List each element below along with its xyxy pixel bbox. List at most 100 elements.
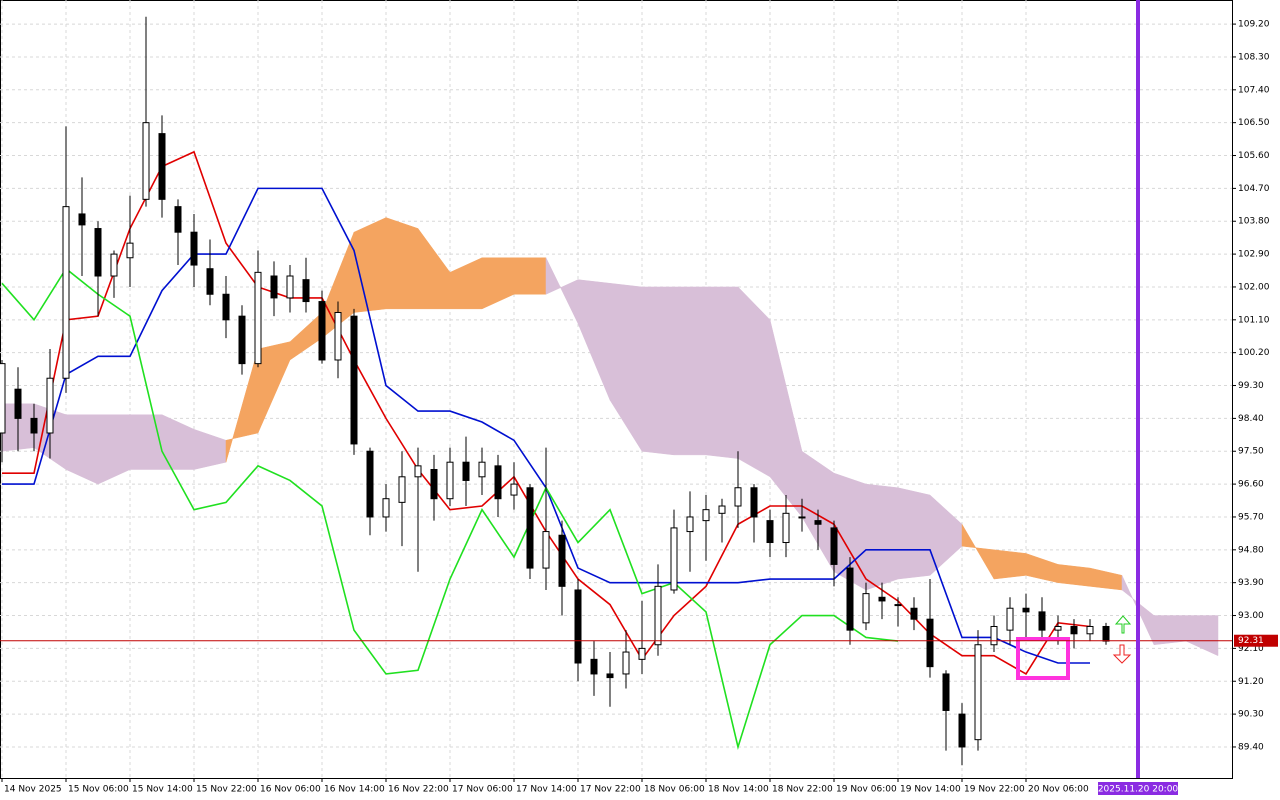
- x-tick-label: 17 Nov 14:00: [516, 785, 577, 795]
- y-tick-label: 107.40: [1238, 85, 1270, 95]
- candle-body: [158, 133, 166, 200]
- candle: [254, 250, 262, 368]
- candle-body: [350, 315, 358, 445]
- candle-body: [926, 618, 934, 668]
- candle: [142, 16, 150, 207]
- candle-body: [1038, 611, 1046, 631]
- candle-body: [62, 206, 70, 379]
- time-marker-label: 2025.11.20 20:00: [1098, 785, 1179, 795]
- cloud-segment: [865, 483, 899, 591]
- cloud-segment: [737, 286, 771, 478]
- candle-body: [1006, 607, 1014, 631]
- candle-body: [942, 673, 950, 711]
- candle: [398, 451, 406, 547]
- candle: [222, 276, 230, 339]
- candle-body: [814, 520, 822, 525]
- candle: [62, 126, 70, 393]
- candle-body: [382, 498, 390, 518]
- y-tick-label: 99.30: [1238, 381, 1264, 391]
- candle-body: [1022, 607, 1030, 613]
- cloud-segment: [673, 286, 707, 456]
- time-marker-tag: [1098, 782, 1178, 795]
- candle: [574, 579, 582, 682]
- candle-body: [638, 647, 646, 660]
- cloud-segment: [1057, 564, 1091, 587]
- candle: [494, 454, 502, 517]
- candle: [478, 447, 486, 496]
- cloud-segment: [1185, 615, 1219, 657]
- y-tick-label: 89.40: [1238, 742, 1264, 752]
- candle: [1086, 619, 1094, 642]
- x-tick-label: 17 Nov 06:00: [452, 785, 513, 795]
- candle-body: [46, 377, 54, 434]
- candle-body: [526, 487, 534, 569]
- candle-body: [830, 527, 838, 565]
- candle-body: [782, 512, 790, 544]
- y-tick-label: 103.80: [1238, 217, 1270, 227]
- candle-body: [846, 567, 854, 631]
- candle-body: [542, 531, 550, 569]
- candle-body: [894, 604, 902, 607]
- candle: [942, 670, 950, 751]
- candle-body: [270, 275, 278, 299]
- candle-body: [862, 593, 870, 624]
- candle: [190, 213, 198, 287]
- candle: [1038, 597, 1046, 642]
- x-tick-label: 15 Nov 14:00: [132, 785, 193, 795]
- candle-body: [238, 315, 246, 365]
- candle-body: [78, 213, 86, 226]
- candle-body: [766, 520, 774, 544]
- candle-body: [574, 589, 582, 664]
- candle-body: [414, 465, 422, 478]
- candle: [526, 484, 534, 580]
- candle: [670, 509, 678, 594]
- cloud-segment: [353, 217, 387, 313]
- candle: [334, 301, 342, 379]
- candle-body: [798, 516, 806, 519]
- cloud-segment: [897, 487, 931, 580]
- candle-body: [670, 527, 678, 591]
- candle: [1022, 593, 1030, 638]
- candles: [0, 16, 1110, 766]
- candle-body: [510, 483, 518, 496]
- x-tick-label: 18 Nov 06:00: [644, 785, 705, 795]
- y-tick-label: 92.10: [1238, 644, 1264, 654]
- candle: [814, 509, 822, 550]
- candle: [1102, 622, 1110, 645]
- candle-body: [494, 465, 502, 500]
- candle: [606, 652, 614, 707]
- x-tick-label: 18 Nov 22:00: [772, 785, 833, 795]
- candle: [782, 495, 790, 558]
- candle-body: [142, 122, 150, 200]
- x-tick-label: 16 Nov 14:00: [324, 785, 385, 795]
- candle: [590, 641, 598, 696]
- candle: [30, 403, 38, 452]
- x-tick-label: 19 Nov 22:00: [964, 785, 1025, 795]
- candle: [846, 557, 854, 645]
- candle: [766, 509, 774, 558]
- candle-body: [206, 268, 214, 295]
- candle-body: [318, 301, 326, 361]
- y-tick-label: 98.40: [1238, 414, 1264, 424]
- candle-body: [606, 673, 614, 679]
- y-tick-label: 94.80: [1238, 545, 1264, 555]
- up-arrow: [1114, 615, 1132, 634]
- candle: [798, 498, 806, 532]
- highlight-box: [1016, 637, 1070, 680]
- candle: [894, 597, 902, 627]
- candle-body: [302, 279, 310, 303]
- y-tick-label: 93.90: [1238, 578, 1264, 588]
- candle: [558, 520, 566, 616]
- down-arrow: [1112, 644, 1132, 664]
- candle-body: [30, 417, 38, 434]
- y-tick-label: 101.10: [1238, 315, 1270, 325]
- candle: [702, 495, 710, 561]
- candle: [366, 447, 374, 536]
- candle: [414, 447, 422, 572]
- candle: [14, 367, 22, 452]
- candle-body: [334, 312, 342, 361]
- candle: [542, 447, 550, 590]
- cloud-segment: [641, 286, 675, 456]
- candle: [462, 436, 470, 507]
- candle: [430, 454, 438, 521]
